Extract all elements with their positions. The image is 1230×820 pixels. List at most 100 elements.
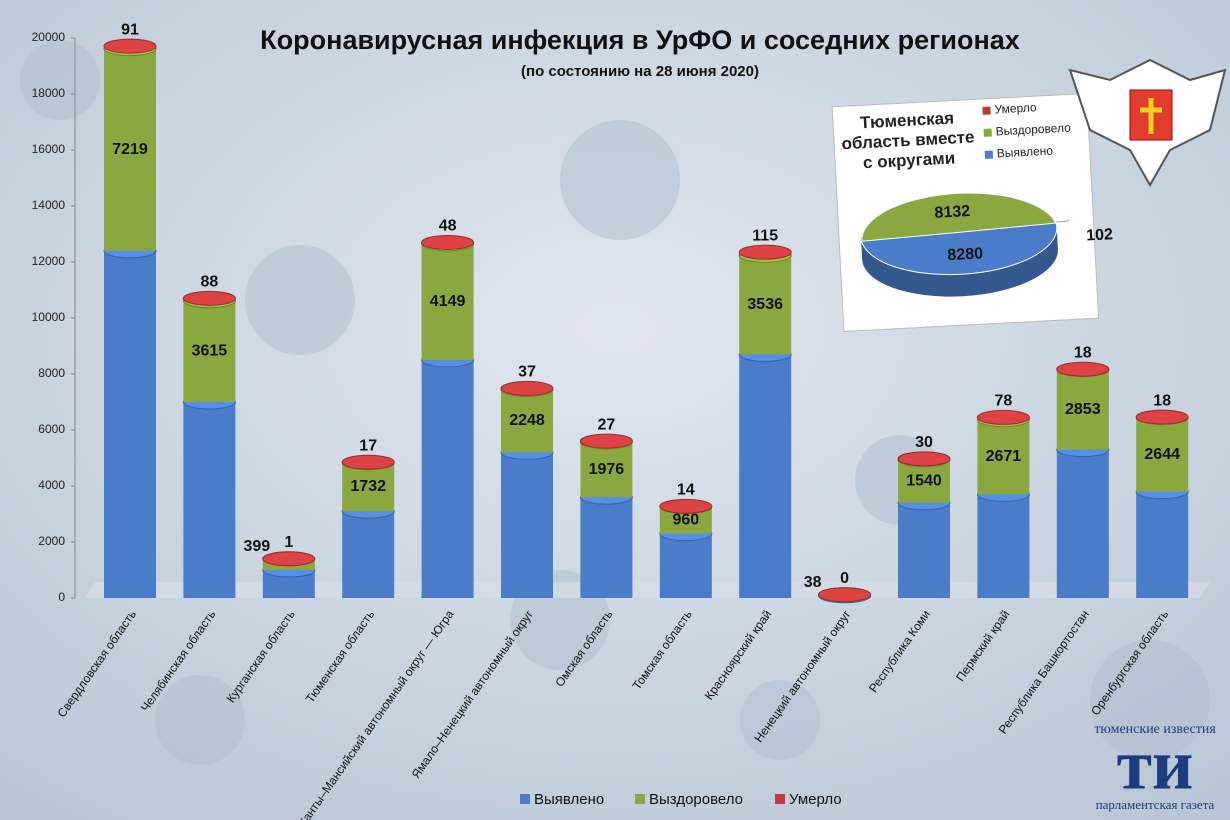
pie-legend-label: Выздоровело: [995, 121, 1071, 139]
legend-swatch: [520, 794, 530, 804]
bar-segment: [977, 419, 1030, 495]
logo-mark: ти: [1117, 725, 1194, 805]
data-label: 2671: [986, 448, 1022, 465]
bar-segment: [739, 354, 792, 598]
y-tick-label: 12000: [32, 254, 66, 268]
data-label: 399: [243, 538, 270, 555]
data-label: 91: [121, 21, 139, 38]
data-label: 4149: [430, 293, 466, 310]
pie-title-box: Тюменская область вместе с округами: [841, 108, 975, 173]
chart-subtitle: (по состоянию на 28 июня 2020): [521, 63, 759, 80]
bar-segment: [1056, 449, 1109, 598]
bar-segment-cap: [500, 380, 554, 396]
pie-slice: [861, 222, 1058, 276]
pie-slice: [861, 192, 1058, 245]
y-tick-label: 8000: [38, 366, 65, 380]
legend-label: Выздоровело: [649, 791, 743, 808]
bar-segment-cap: [738, 244, 792, 260]
data-label: 115: [752, 227, 778, 244]
bar-segment-cap: [103, 38, 157, 54]
y-tick-label: 6000: [38, 422, 65, 436]
pie-legend-label: Умерло: [994, 100, 1037, 116]
data-label: 78: [995, 393, 1013, 410]
data-label: 1: [284, 534, 293, 551]
data-label: 2644: [1144, 446, 1180, 463]
data-label: 0: [840, 570, 849, 587]
bar-segment: [659, 533, 712, 598]
bar-segment-cap: [818, 587, 872, 603]
legend-swatch: [635, 794, 645, 804]
legend-swatch: [775, 794, 785, 804]
data-label: 7219: [112, 141, 148, 158]
bar-segment-cap: [421, 234, 475, 250]
y-tick-label: 4000: [38, 478, 65, 492]
data-label: 3536: [747, 296, 783, 313]
bar-segment: [421, 360, 474, 598]
bar-segment: [580, 497, 633, 598]
bar-segment: [1136, 491, 1189, 598]
data-label: 1732: [350, 478, 386, 495]
data-label: 27: [598, 416, 616, 433]
y-tick-label: 18000: [32, 86, 66, 100]
bar-segment: [421, 243, 474, 360]
pie-legend-label: Выявлено: [996, 143, 1053, 160]
legend: Выявлено Выздоровело Умерло: [520, 791, 842, 808]
bar-segment: [977, 494, 1030, 598]
data-label: 18: [1074, 344, 1092, 361]
bar-segment: [104, 250, 156, 599]
pie-label: 8132: [934, 203, 971, 222]
pie: 102 8132 8280 Умерло Выздоровело Выявлено: [861, 100, 1114, 297]
data-label: 88: [201, 274, 219, 291]
bar-segment-cap: [579, 433, 633, 449]
y-tick-label: 20000: [32, 30, 66, 44]
y-tick-label: 10000: [32, 310, 66, 324]
pie-label: 102: [1086, 226, 1114, 244]
y-tick-label: 2000: [38, 534, 65, 548]
bar-segment: [183, 300, 236, 402]
bar-segment: [580, 441, 633, 498]
bar-segment: [104, 48, 156, 251]
legend-label: Выявлено: [534, 791, 604, 808]
bar-segment: [183, 402, 236, 598]
data-label: 38: [804, 574, 822, 591]
y-tick-label: 0: [58, 590, 65, 604]
bar-segment-cap: [341, 454, 395, 470]
data-label: 14: [677, 482, 695, 499]
bar-segment-cap: [1135, 409, 1189, 425]
bar-segment: [1136, 417, 1189, 492]
pie-legend-swatch: [983, 128, 992, 137]
pie-title: Тюменская область вместе с округами: [841, 108, 975, 173]
data-label: 48: [439, 218, 457, 235]
logo-bottom: парламентская газета: [1096, 797, 1215, 812]
bar-segment-cap: [897, 451, 951, 467]
legend-label: Умерло: [789, 791, 842, 808]
data-label: 30: [915, 434, 933, 451]
logo-top: тюменские известия: [1094, 722, 1216, 737]
y-tick-label: 16000: [32, 142, 66, 156]
data-label: 2248: [509, 412, 545, 429]
data-label: 18: [1153, 392, 1171, 409]
data-label: 960: [672, 511, 699, 528]
data-label: 1540: [906, 472, 942, 489]
bar-segment: [501, 452, 553, 598]
bar-segment-cap: [976, 409, 1030, 425]
pie-legend-swatch: [982, 106, 991, 115]
bar-segment: [342, 462, 395, 512]
bar-segment-cap: [659, 498, 713, 514]
data-label: 17: [359, 437, 377, 454]
data-label: 37: [518, 364, 536, 381]
bar-segment: [501, 389, 553, 453]
bar-segment-cap: [182, 290, 236, 306]
bar-segment-cap: [262, 551, 316, 567]
bar-segment: [342, 511, 395, 598]
data-label: 2853: [1065, 401, 1101, 418]
pie-label: 8280: [947, 245, 984, 264]
bar-segment: [898, 502, 950, 598]
pie-card: Тюменская область вместе с округами 102 8…: [831, 92, 1114, 333]
y-tick-label: 14000: [32, 198, 66, 212]
emblem: [1068, 58, 1227, 188]
chart-title: Коронавирусная инфекция в УрФО и соседни…: [260, 25, 1020, 55]
bar-segment: [1056, 369, 1109, 450]
floor: [85, 582, 1210, 598]
